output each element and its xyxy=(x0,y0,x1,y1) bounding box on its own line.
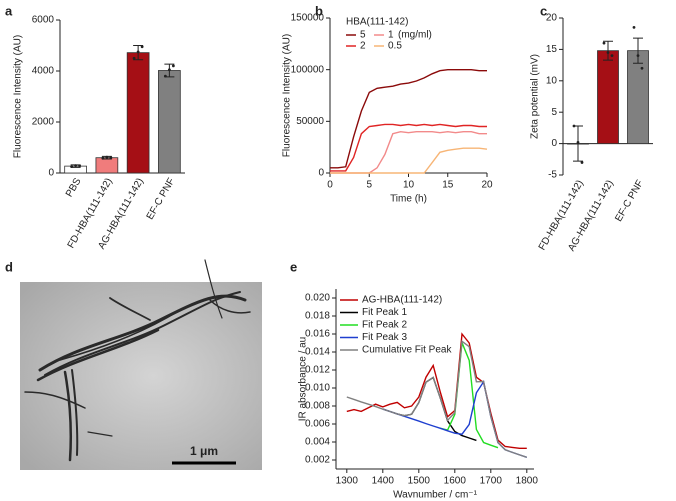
legend-label: Fit Peak 1 xyxy=(362,307,407,318)
x-tick-label: 1500 xyxy=(408,476,431,487)
data-point xyxy=(101,156,105,160)
legend-label: 5 xyxy=(360,30,366,41)
y-axis-label: IR absorbance / au xyxy=(298,337,309,422)
y-tick-label: 0.002 xyxy=(305,455,330,466)
panel-label: c xyxy=(540,3,547,18)
data-point xyxy=(140,45,144,49)
x-tick-label: 1700 xyxy=(480,476,503,487)
data-point xyxy=(105,155,109,159)
error-bar xyxy=(603,40,613,61)
panel-label: d xyxy=(5,259,13,274)
y-tick-label: 6000 xyxy=(32,15,55,26)
y-tick-label: 5 xyxy=(551,107,557,118)
y-tick-label: 15 xyxy=(546,44,558,55)
panel-label: e xyxy=(290,259,297,274)
x-tick-label: 1300 xyxy=(336,476,359,487)
data-point xyxy=(167,68,171,72)
data-point xyxy=(632,26,636,29)
bar xyxy=(597,50,619,144)
y-tick-label: 0.004 xyxy=(305,437,330,448)
data-point xyxy=(78,164,82,168)
data-point xyxy=(163,74,167,78)
series-line xyxy=(330,123,487,172)
bar xyxy=(95,157,119,174)
x-tick-label: 1800 xyxy=(516,476,539,487)
series-line xyxy=(330,147,488,174)
panel-label: a xyxy=(5,3,13,18)
series-line xyxy=(346,339,528,458)
y-tick-label: 20 xyxy=(546,13,558,24)
y-tick-label: 0.006 xyxy=(305,419,330,430)
y-tick-label: 0 xyxy=(551,138,557,149)
x-tick-label: EF-C PNF xyxy=(613,178,646,223)
x-tick-label: 15 xyxy=(442,180,454,191)
data-point xyxy=(572,124,576,128)
legend-label: 1 xyxy=(388,30,394,41)
x-axis-label: Time (h) xyxy=(390,194,427,205)
series-line xyxy=(440,342,499,449)
error-bar xyxy=(633,37,643,64)
y-tick-label: 150000 xyxy=(291,13,325,24)
y-tick-label: -5 xyxy=(548,170,557,181)
bar xyxy=(158,70,181,174)
tem-image: 1 μm xyxy=(20,259,262,470)
series-line xyxy=(330,69,487,169)
x-tick-label: PBS xyxy=(64,176,84,199)
x-tick-label: 1400 xyxy=(372,476,395,487)
legend-label: 0.5 xyxy=(388,41,402,52)
x-tick-label: EF-C PNF xyxy=(145,176,178,221)
panel-label: b xyxy=(315,3,323,18)
y-tick-label: 10 xyxy=(546,75,558,86)
y-axis-label: Fluorescence Intensity (AU) xyxy=(13,35,24,158)
y-tick-label: 4000 xyxy=(32,66,55,77)
x-tick-label: 20 xyxy=(481,180,493,191)
x-axis-label: Wavnumber / cm⁻¹ xyxy=(393,490,477,501)
legend-label: Fit Peak 3 xyxy=(362,332,407,343)
data-point xyxy=(171,64,175,68)
y-tick-label: 0.008 xyxy=(305,401,330,412)
bar xyxy=(126,52,150,174)
legend-label: Cumulative Fit Peak xyxy=(362,345,452,356)
legend-label: 2 xyxy=(360,41,366,52)
legend-label: Fit Peak 2 xyxy=(362,320,407,331)
data-point xyxy=(132,56,136,60)
y-tick-label: 0.014 xyxy=(305,347,330,358)
y-tick-label: 0 xyxy=(318,168,324,179)
y-tick-label: 0.018 xyxy=(305,311,330,322)
data-point xyxy=(109,156,113,160)
data-point xyxy=(74,164,78,168)
data-point xyxy=(610,54,614,58)
legend-title: HBA(111-142) xyxy=(346,17,408,28)
data-point xyxy=(70,165,74,169)
data-point xyxy=(606,51,610,54)
y-tick-label: 2000 xyxy=(32,117,55,128)
data-point xyxy=(640,66,644,70)
y-tick-label: 0.012 xyxy=(305,365,330,376)
data-point xyxy=(602,41,606,45)
y-tick-label: 0.016 xyxy=(305,329,330,340)
data-point xyxy=(636,54,640,58)
legend-label: AG-HBA(111-142) xyxy=(362,295,442,306)
bar xyxy=(627,50,649,144)
data-point xyxy=(580,161,584,164)
x-tick-label: 10 xyxy=(403,180,415,191)
y-axis-label: Fluorescence Intensity (AU) xyxy=(282,34,293,157)
y-tick-label: 0.020 xyxy=(305,293,330,304)
x-tick-label: 5 xyxy=(366,180,372,191)
x-tick-label: 1600 xyxy=(444,476,467,487)
y-tick-label: 0 xyxy=(48,168,54,179)
x-tick-label: 0 xyxy=(327,180,333,191)
y-tick-label: 0.010 xyxy=(305,383,330,394)
data-point xyxy=(136,50,140,54)
y-axis-label: Zeta potential (mV) xyxy=(530,54,541,139)
y-tick-label: 100000 xyxy=(291,64,325,75)
series-line xyxy=(382,376,477,442)
data-point xyxy=(576,140,580,144)
scale-bar-label: 1 μm xyxy=(190,444,218,458)
legend-note: (mg/ml) xyxy=(398,30,432,41)
y-tick-label: 50000 xyxy=(296,116,324,127)
